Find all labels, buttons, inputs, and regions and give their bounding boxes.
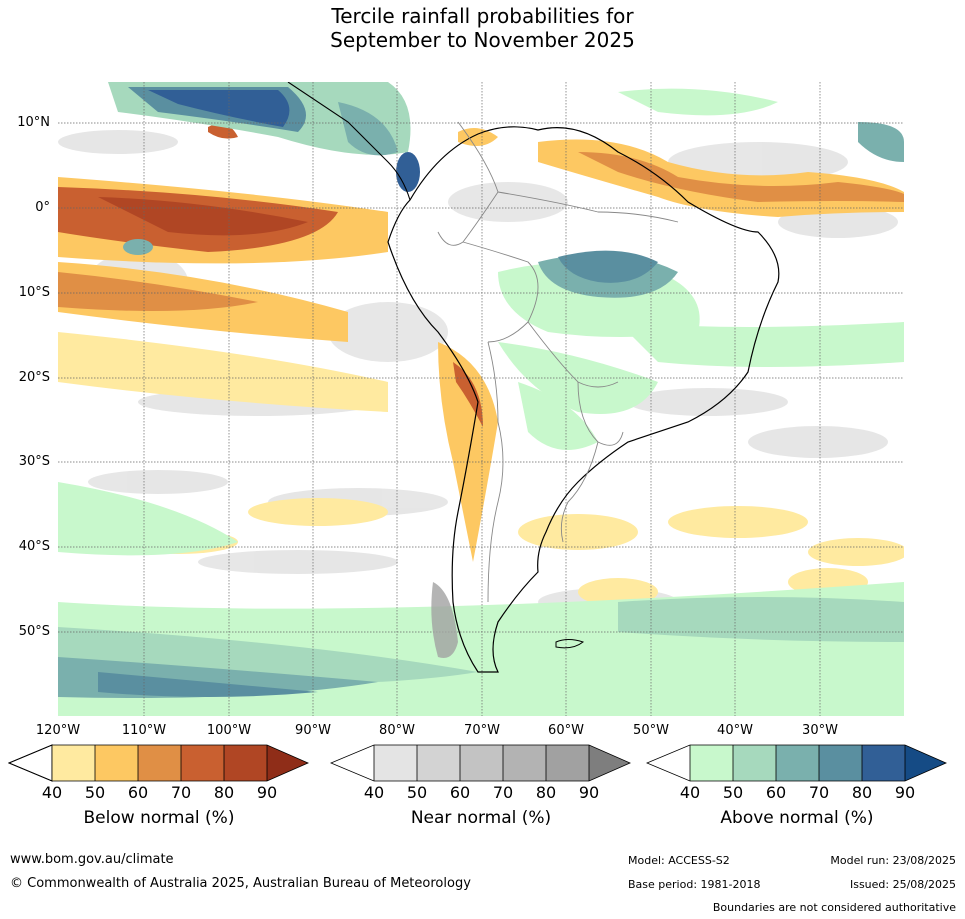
lat-label-10s: 10°S <box>18 285 50 300</box>
cbar3-seg-4 <box>819 745 862 781</box>
cbar1-tick-50: 50 <box>84 783 106 802</box>
cbar2-seg-2 <box>417 745 460 781</box>
cbar1-tick-80: 80 <box>213 783 235 802</box>
cbar1-seg-5 <box>224 745 267 781</box>
cbar2-seg-1 <box>374 745 417 781</box>
cbar1-seg-3 <box>138 745 181 781</box>
lat-label-20s: 20°S <box>18 370 50 385</box>
cbar2-tick-40: 40 <box>363 783 385 802</box>
cbar2-seg-3 <box>460 745 503 781</box>
cbar3-seg-2 <box>733 745 776 781</box>
above-normal-colorbar <box>646 744 947 782</box>
cbar3-seg-5 <box>862 745 905 781</box>
cbar1-tick-60: 60 <box>127 783 149 802</box>
cbar3-seg-3 <box>776 745 819 781</box>
cbar3-tick-70: 70 <box>808 783 830 802</box>
cbar2-seg-5 <box>546 745 589 781</box>
above-normal-patches <box>58 82 904 716</box>
lon-label-110w: 110°W <box>121 723 167 738</box>
lat-label-50s: 50°S <box>18 624 50 639</box>
lon-label-120w: 120°W <box>35 723 81 738</box>
cbar3-tick-90: 90 <box>894 783 916 802</box>
lon-label-30w: 30°W <box>802 723 838 738</box>
lon-label-90w: 90°W <box>295 723 331 738</box>
falklands-coastline <box>555 639 585 649</box>
lon-label-50w: 50°W <box>633 723 669 738</box>
patagonia-near-normal <box>431 582 458 658</box>
cbar2-tick-80: 80 <box>535 783 557 802</box>
map-canvas <box>58 82 904 716</box>
footer-copyright: © Commonwealth of Australia 2025, Austra… <box>10 876 471 891</box>
footer-url: www.bom.gov.au/climate <box>10 852 174 867</box>
lat-label-40s: 40°S <box>18 539 50 554</box>
lon-label-100w: 100°W <box>206 723 252 738</box>
cbar3-tick-60: 60 <box>765 783 787 802</box>
cbar3-title: Above normal (%) <box>720 808 874 828</box>
lon-label-70w: 70°W <box>464 723 500 738</box>
cbar2-seg-6 <box>589 745 630 781</box>
cbar1-seg-4 <box>181 745 224 781</box>
cbar1-seg-2 <box>95 745 138 781</box>
footer-issued: Issued: 25/08/2025 <box>849 878 956 891</box>
lon-label-60w: 60°W <box>548 723 584 738</box>
cbar3-tick-50: 50 <box>722 783 744 802</box>
lon-label-80w: 80°W <box>379 723 415 738</box>
cbar2-title: Near normal (%) <box>410 808 552 828</box>
cbar3-tick-80: 80 <box>851 783 873 802</box>
cbar3-tick-40: 40 <box>679 783 701 802</box>
cbar2-tick-50: 50 <box>406 783 428 802</box>
footer-base-period: Base period: 1981-2018 <box>628 878 761 891</box>
cbar1-tick-90: 90 <box>256 783 278 802</box>
title-line-1: Tercile rainfall probabilities for <box>331 4 634 28</box>
south-america-coastline <box>387 126 780 673</box>
central-america-coastline <box>287 82 411 201</box>
map-title: Tercile rainfall probabilities for Septe… <box>0 4 965 52</box>
cbar3-seg-6 <box>905 745 946 781</box>
cbar1-tick-70: 70 <box>170 783 192 802</box>
footer-model-run: Model run: 23/08/2025 <box>830 854 956 867</box>
forecast-map <box>58 82 904 716</box>
near-normal-colorbar <box>330 744 631 782</box>
below-normal-colorbar <box>8 744 309 782</box>
graticule <box>58 82 904 716</box>
cbar2-tick-70: 70 <box>492 783 514 802</box>
lon-label-40w: 40°W <box>717 723 753 738</box>
cbar1-tick-40: 40 <box>41 783 63 802</box>
lat-label-10n: 10°N <box>17 115 50 130</box>
cbar2-tick-90: 90 <box>578 783 600 802</box>
country-borders <box>437 121 679 603</box>
footer-disclaimer: Boundaries are not considered authoritat… <box>712 901 956 914</box>
cbar1-title: Below normal (%) <box>83 808 235 828</box>
cbar2-tick-60: 60 <box>449 783 471 802</box>
cbar2-seg-4 <box>503 745 546 781</box>
footer-model: Model: ACCESS-S2 <box>628 854 730 867</box>
cbar1-seg-6 <box>267 745 308 781</box>
lat-label-30s: 30°S <box>18 454 50 469</box>
cbar3-seg-1 <box>690 745 733 781</box>
title-line-2: September to November 2025 <box>330 28 635 52</box>
lat-label-0: 0° <box>35 200 50 215</box>
cbar1-seg-1 <box>52 745 95 781</box>
